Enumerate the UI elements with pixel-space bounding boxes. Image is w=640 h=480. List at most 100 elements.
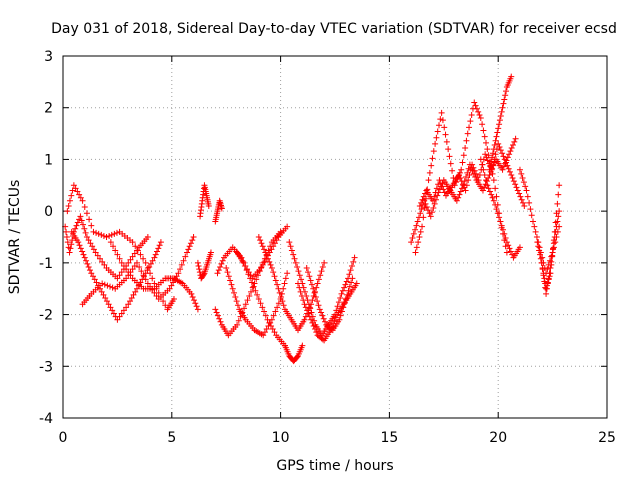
data-point	[466, 171, 473, 178]
data-point	[508, 171, 515, 178]
data-point	[479, 187, 486, 194]
data-point	[104, 282, 111, 289]
data-point	[484, 182, 491, 189]
data-point	[495, 140, 502, 147]
data-point	[109, 307, 116, 314]
data-point	[83, 257, 90, 264]
data-point	[271, 240, 278, 247]
data-point	[186, 243, 193, 250]
data-point	[316, 306, 323, 313]
data-point	[540, 272, 547, 279]
data-point	[187, 240, 194, 247]
data-point	[227, 277, 234, 284]
data-point	[519, 175, 526, 182]
data-point	[70, 182, 77, 189]
data-point	[292, 259, 299, 266]
series-s5	[107, 239, 201, 313]
data-point	[120, 262, 127, 269]
data-point	[343, 278, 350, 285]
data-point	[69, 187, 76, 194]
data-point	[82, 229, 89, 236]
data-point	[86, 267, 93, 274]
data-point	[418, 206, 425, 213]
data-point	[84, 260, 91, 267]
data-point	[261, 308, 268, 315]
data-point	[483, 177, 490, 184]
data-point	[274, 281, 281, 288]
data-point	[144, 280, 151, 287]
data-point	[429, 197, 436, 204]
data-point	[279, 298, 286, 305]
data-point	[65, 202, 72, 209]
data-point	[526, 199, 533, 206]
data-point	[268, 265, 275, 272]
data-point	[217, 263, 224, 270]
series-s2	[64, 182, 177, 313]
data-point	[349, 275, 356, 282]
data-point	[111, 230, 118, 237]
data-point	[331, 317, 338, 324]
data-point	[129, 253, 136, 260]
data-point	[133, 285, 140, 292]
data-point	[311, 326, 318, 333]
data-point	[78, 217, 85, 224]
data-point	[522, 183, 529, 190]
y-tick-label: -1	[39, 256, 53, 272]
data-point	[218, 260, 225, 267]
data-point	[195, 262, 202, 269]
data-point	[447, 160, 454, 167]
data-point	[319, 263, 326, 270]
series-s7	[197, 182, 212, 220]
data-point	[67, 245, 74, 252]
data-point	[257, 237, 264, 244]
data-point	[213, 309, 220, 316]
data-point	[307, 305, 314, 312]
data-point	[430, 148, 437, 155]
data-point	[116, 272, 123, 279]
data-point	[462, 145, 469, 152]
data-point	[459, 181, 466, 188]
data-point	[341, 284, 348, 291]
data-point	[259, 243, 266, 250]
data-point	[273, 237, 280, 244]
data-point	[92, 249, 99, 256]
data-point	[216, 315, 223, 322]
data-point	[520, 199, 527, 206]
data-point	[497, 112, 504, 119]
data-point	[90, 273, 97, 280]
data-point	[546, 257, 553, 264]
data-point	[77, 245, 84, 252]
data-point	[436, 177, 443, 184]
y-tick-label: -4	[39, 411, 53, 427]
y-tick-label: 1	[44, 152, 53, 168]
data-point	[235, 317, 242, 324]
data-point	[348, 279, 355, 286]
data-point	[109, 284, 116, 291]
data-point	[494, 129, 501, 136]
data-point	[317, 272, 324, 279]
data-point	[549, 252, 556, 259]
data-point	[484, 157, 491, 164]
data-point	[101, 261, 108, 268]
data-point	[304, 307, 311, 314]
data-point	[306, 273, 313, 280]
data-point	[113, 229, 120, 236]
series-s10	[212, 228, 284, 339]
data-point	[503, 88, 510, 95]
data-point	[170, 279, 177, 286]
data-point	[278, 293, 285, 300]
data-point	[321, 259, 328, 266]
data-point	[431, 193, 438, 200]
data-point	[218, 205, 225, 212]
data-point	[192, 300, 199, 307]
data-point	[545, 275, 552, 282]
data-point	[442, 131, 449, 138]
data-point	[74, 188, 81, 195]
data-point	[271, 273, 278, 280]
data-point	[425, 177, 432, 184]
data-point	[410, 230, 417, 237]
data-point	[268, 246, 275, 253]
data-point	[156, 242, 163, 249]
data-point	[72, 185, 79, 192]
